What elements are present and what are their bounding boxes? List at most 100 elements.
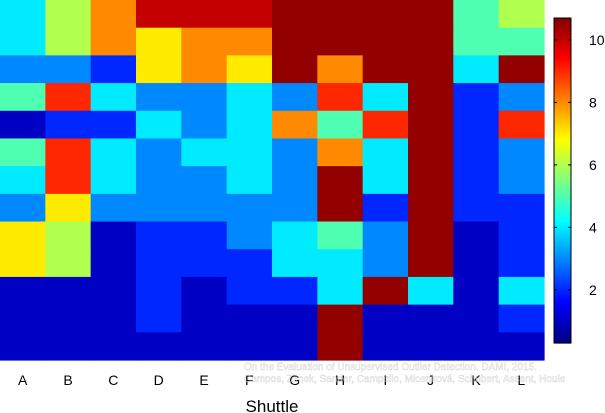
colorbar-segment <box>554 263 571 267</box>
heatmap-cell <box>272 304 318 333</box>
colorbar-segment <box>554 172 571 176</box>
colorbar-segment <box>554 131 571 135</box>
colorbar-segment <box>554 109 571 113</box>
colorbar-tick-label: 6 <box>589 157 597 173</box>
colorbar-segment <box>554 314 571 318</box>
heatmap-cell <box>90 221 137 250</box>
colorbar-segment <box>554 290 571 293</box>
heatmap-cell <box>0 27 46 56</box>
heatmap-cell <box>498 110 545 140</box>
heatmap-cell <box>272 0 318 29</box>
colorbar-border <box>553 17 572 344</box>
heatmap-cell <box>181 304 228 333</box>
colorbar-segment <box>554 58 571 62</box>
colorbar-segment <box>554 298 571 301</box>
colorbar-segment <box>554 336 571 340</box>
x-tick-label: C <box>108 372 118 388</box>
heatmap-cell <box>317 193 364 223</box>
heatmap-cell <box>453 110 500 140</box>
heatmap-cell <box>272 166 318 195</box>
heatmap-cell <box>453 83 500 112</box>
colorbar-segment <box>554 208 571 212</box>
colorbar-segment <box>554 93 571 96</box>
colorbar-segment <box>554 253 571 257</box>
colorbar-segment <box>554 320 571 324</box>
heatmap-cell <box>362 221 409 250</box>
colorbar-segment <box>554 168 571 171</box>
x-tick-label: H <box>335 372 345 388</box>
colorbar-segment <box>554 184 571 188</box>
colorbar-segment <box>554 186 571 190</box>
heatmap-cell <box>136 110 182 140</box>
heatmap-cell <box>136 304 182 333</box>
heatmap-cell <box>136 27 182 56</box>
heatmap-cell <box>45 166 92 195</box>
heatmap-cell <box>226 332 273 361</box>
colorbar-segment <box>554 34 571 37</box>
heatmap-cell <box>317 0 364 29</box>
colorbar-segment <box>554 282 571 285</box>
heatmap-cell <box>453 55 500 84</box>
colorbar-segment <box>554 127 571 131</box>
colorbar <box>553 17 572 344</box>
colorbar-segment <box>554 310 571 314</box>
colorbar-segment <box>554 328 571 332</box>
heatmap-cell <box>181 221 228 250</box>
x-tick-label: K <box>471 372 481 388</box>
colorbar-segment <box>554 316 571 320</box>
colorbar-segment <box>554 42 571 46</box>
colorbar-segment <box>554 46 571 50</box>
colorbar-segment <box>554 188 571 192</box>
colorbar-segment <box>554 22 571 25</box>
heatmap-cell <box>272 27 318 56</box>
colorbar-segment <box>554 170 571 173</box>
heatmap-cell <box>226 304 273 333</box>
colorbar-segment <box>554 129 571 133</box>
x-tick-labels: A B C D E F G H I J K L <box>18 372 525 388</box>
colorbar-segment <box>554 278 571 281</box>
colorbar-segment <box>554 20 571 23</box>
colorbar-segment <box>554 105 571 108</box>
heatmap-cell <box>0 166 46 195</box>
colorbar-segment <box>554 123 571 127</box>
colorbar-ticks: 2 4 6 8 10 <box>554 32 605 298</box>
colorbar-segment <box>554 178 571 182</box>
heatmap-cell <box>317 221 364 250</box>
heatmap-cell <box>45 83 92 112</box>
colorbar-segment <box>554 97 571 100</box>
colorbar-segment <box>554 324 571 328</box>
heatmap-cell <box>408 55 454 84</box>
colorbar-segment <box>554 158 571 161</box>
heatmap-cell <box>498 166 545 195</box>
heatmap-cell <box>453 138 500 167</box>
colorbar-segment <box>554 267 571 271</box>
heatmap-cell <box>181 138 228 167</box>
heatmap-cell <box>226 276 273 306</box>
colorbar-tick-label: 10 <box>589 32 605 48</box>
colorbar-segment <box>554 54 571 58</box>
colorbar-segment <box>554 265 571 269</box>
heatmap-cell <box>498 276 545 306</box>
heatmap-cell <box>136 138 182 167</box>
colorbar-segment <box>554 213 571 216</box>
colorbar-segment <box>554 198 571 202</box>
heatmap-cell <box>408 221 454 250</box>
heatmap-cell <box>362 27 409 56</box>
heatmap-cell <box>498 83 545 112</box>
heatmap-cell <box>408 276 454 306</box>
heatmap-cell <box>498 138 545 167</box>
colorbar-segment <box>554 166 571 169</box>
heatmap-cell <box>498 55 545 84</box>
heatmap-cell <box>90 332 137 361</box>
heatmap-cell <box>408 110 454 140</box>
heatmap-cell <box>317 332 364 361</box>
colorbar-segment <box>554 269 571 273</box>
colorbar-segment <box>554 143 571 147</box>
heatmap-cell <box>45 332 92 361</box>
colorbar-segment <box>554 135 571 139</box>
colorbar-segment <box>554 229 571 232</box>
colorbar-segment <box>554 70 571 74</box>
colorbar-segment <box>554 308 571 312</box>
heatmap-cell <box>45 110 92 140</box>
